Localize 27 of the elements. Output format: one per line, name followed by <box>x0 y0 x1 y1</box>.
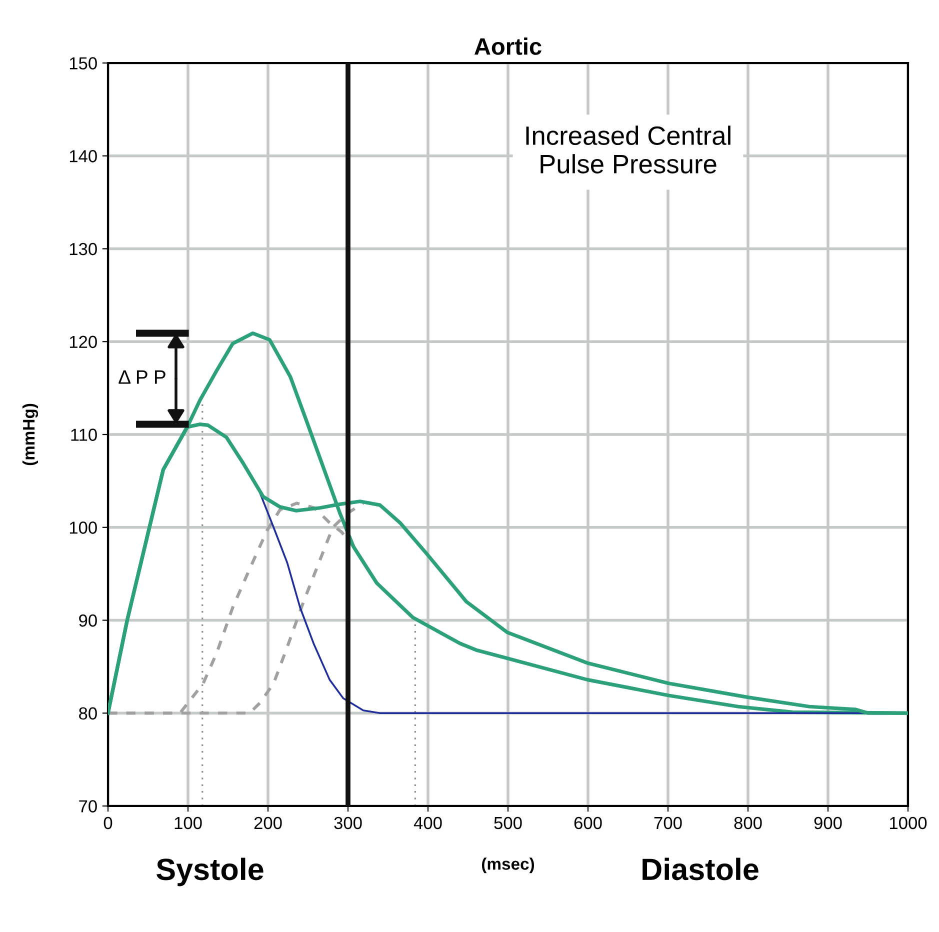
y-axis-title: (mmHg) <box>22 404 38 466</box>
y-tick-label: 120 <box>70 336 97 348</box>
y-tick-label: 70 <box>79 800 97 812</box>
x-tick-label: 200 <box>254 816 282 830</box>
x-axis-title: (msec) <box>482 858 534 874</box>
text: Diastole <box>642 858 758 880</box>
chart-title: Aortic <box>474 38 542 55</box>
text: Systole <box>156 858 264 886</box>
y-tick-label: 80 <box>79 707 97 720</box>
x-tick-label: 500 <box>494 816 522 830</box>
y-tick-label: 100 <box>70 522 97 534</box>
x-tick-label: 100 <box>174 816 202 830</box>
x-tick-label: 300 <box>334 816 362 830</box>
y-tick-label: 140 <box>70 150 97 162</box>
y-tick-label: 90 <box>79 614 97 627</box>
y-tick-label: 130 <box>70 242 97 256</box>
x-tick-label: 900 <box>814 816 842 830</box>
x-tick-label: 0 <box>104 816 112 830</box>
x-tick-label: 1000 <box>890 816 927 830</box>
y-tick-label: 150 <box>70 57 97 70</box>
x-tick-label: 600 <box>574 816 602 830</box>
x-tick-label: 400 <box>414 816 442 830</box>
annotation: Increased Central Pulse Pressure <box>526 126 730 174</box>
annotation: Δ P P <box>118 370 166 384</box>
x-tick-label: 800 <box>734 816 762 830</box>
x-tick-label: 700 <box>654 816 682 830</box>
y-tick-label: 110 <box>71 428 97 441</box>
